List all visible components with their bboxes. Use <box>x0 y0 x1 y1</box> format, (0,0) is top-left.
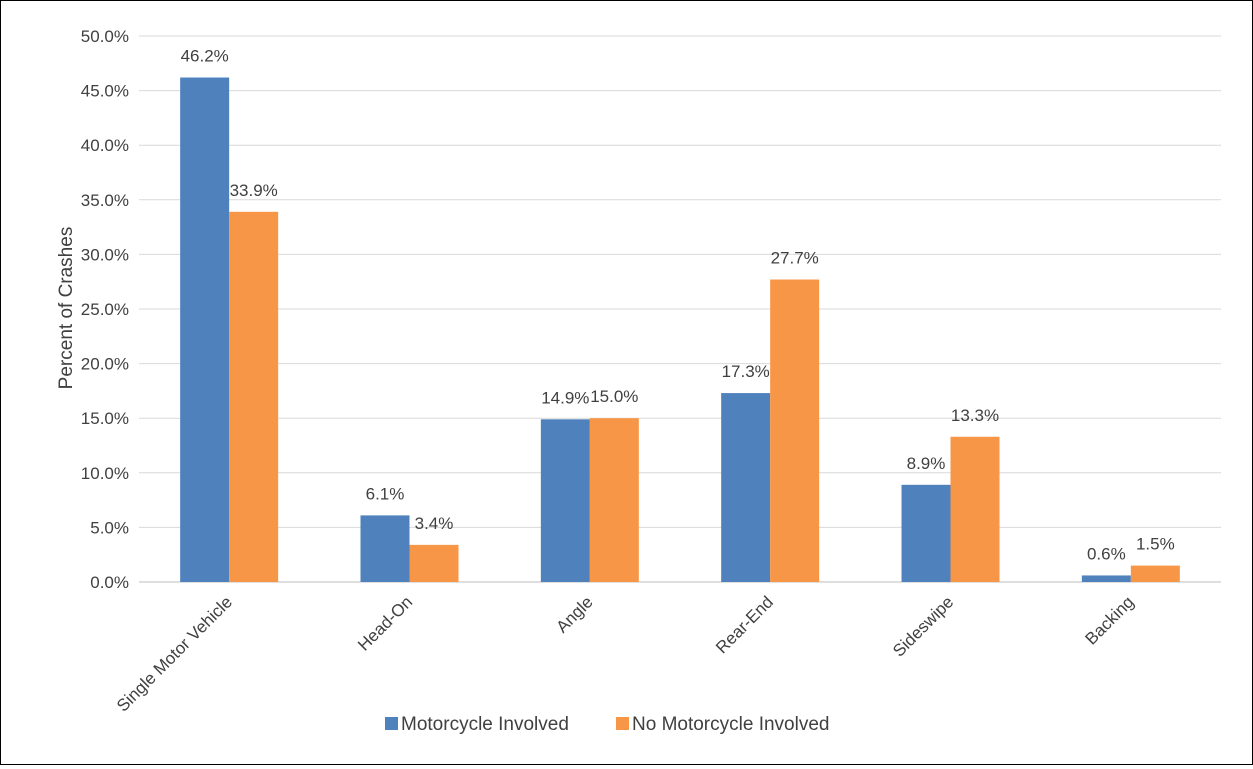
data-label: 6.1% <box>366 484 405 503</box>
data-labels: 46.2% 33.9% 6.1% 3.4% 14.9% 15.0% 17.3% 27.7% 8.… <box>181 46 1175 563</box>
y-tick-label: 5.0% <box>90 518 129 537</box>
y-tick-label: 10.0% <box>81 464 129 483</box>
data-label: 46.2% <box>181 46 229 65</box>
y-tick-label: 50.0% <box>81 27 129 46</box>
legend-label: No Motorcycle Involved <box>632 714 829 735</box>
data-label: 1.5% <box>1136 535 1175 554</box>
y-tick-label: 45.0% <box>81 82 129 101</box>
y-tick-label: 30.0% <box>81 245 129 264</box>
data-label: 0.6% <box>1087 544 1126 563</box>
x-category-label: Angle <box>552 592 596 636</box>
bar-motorcycle-involved <box>180 77 230 582</box>
data-label: 8.9% <box>907 454 946 473</box>
bar-no-motorcycle-involved <box>229 211 279 582</box>
data-label: 17.3% <box>722 362 770 381</box>
data-label: 15.0% <box>590 387 638 406</box>
bar-no-motorcycle-involved <box>589 418 639 582</box>
bar-motorcycle-involved <box>901 484 951 582</box>
bar-no-motorcycle-involved <box>950 436 1000 582</box>
bar-motorcycle-involved <box>360 515 410 582</box>
bar-motorcycle-involved <box>721 393 771 582</box>
y-tick-label: 35.0% <box>81 191 129 210</box>
y-axis-title: Percent of Crashes <box>56 227 77 390</box>
legend-label: Motorcycle Involved <box>401 714 569 735</box>
data-label: 33.9% <box>230 181 278 200</box>
bar-no-motorcycle-involved <box>409 544 459 582</box>
x-category-label: Head-On <box>354 592 416 654</box>
bar-no-motorcycle-involved <box>1130 565 1180 582</box>
bar-motorcycle-involved <box>1081 575 1131 582</box>
y-tick-label: 15.0% <box>81 409 129 428</box>
x-category-label: Backing <box>1081 592 1137 648</box>
x-axis-categories: Single Motor Vehicle Head-On Angle Rear-End… <box>113 592 1138 715</box>
data-label: 27.7% <box>771 249 819 268</box>
data-label: 13.3% <box>951 406 999 425</box>
y-tick-label: 20.0% <box>81 355 129 374</box>
legend: Motorcycle Involved No Motorcycle Involve… <box>385 714 829 735</box>
x-category-label: Rear-End <box>712 592 777 657</box>
y-tick-label: 40.0% <box>81 136 129 155</box>
data-label: 14.9% <box>541 388 589 407</box>
x-category-label: Single Motor Vehicle <box>113 592 236 715</box>
legend-swatch <box>385 717 398 730</box>
bar-no-motorcycle-involved <box>770 279 820 582</box>
y-tick-label: 0.0% <box>90 573 129 592</box>
gridlines <box>139 35 1221 583</box>
x-category-label: Sideswipe <box>889 592 957 660</box>
bars <box>180 77 1180 582</box>
data-label: 3.4% <box>415 514 454 533</box>
y-tick-label: 25.0% <box>81 300 129 319</box>
legend-swatch <box>616 717 629 730</box>
bar-motorcycle-involved <box>540 419 590 582</box>
y-axis-ticks: 0.0% 5.0% 10.0% 15.0% 20.0% 25.0% 30.0% 35.0% 40… <box>81 27 129 592</box>
